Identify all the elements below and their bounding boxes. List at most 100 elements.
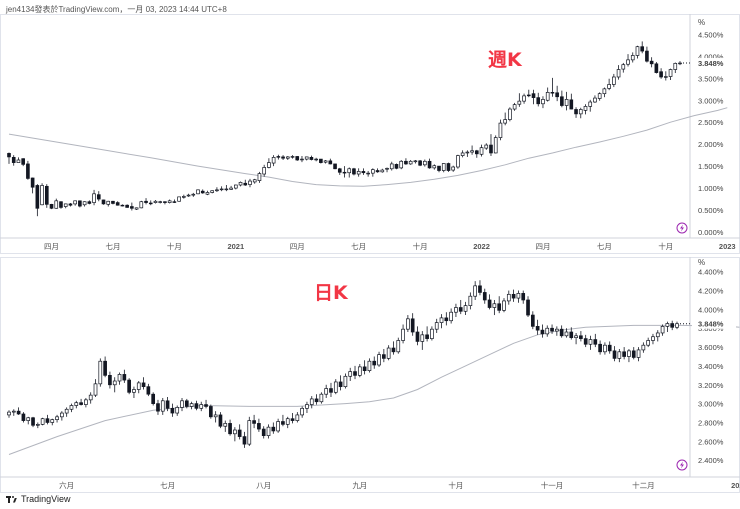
- weekly-lightning-glyph: [680, 224, 684, 232]
- weekly-candle-body: [35, 185, 40, 209]
- daily-candle-body: [165, 400, 170, 409]
- daily-candle-body: [665, 323, 670, 327]
- weekly-x-tick: 十月: [658, 241, 673, 251]
- daily-candle: [353, 365, 357, 380]
- weekly-candle-body: [522, 95, 526, 102]
- tradingview-footer: TradingView: [6, 494, 71, 504]
- daily-candle: [362, 360, 367, 375]
- weekly-candle-body: [177, 196, 181, 202]
- daily-candle-body: [35, 424, 40, 426]
- daily-moving-average-line: [8, 324, 740, 455]
- weekly-candle-body: [21, 158, 25, 165]
- daily-candle-body: [612, 350, 617, 359]
- weekly-candle: [205, 190, 210, 196]
- daily-candle: [74, 400, 79, 409]
- daily-candle-body: [309, 398, 314, 405]
- daily-candle-body: [439, 317, 444, 323]
- daily-candle-body: [372, 360, 377, 366]
- daily-candle-body: [204, 404, 208, 407]
- daily-candle: [569, 327, 574, 340]
- weekly-candle: [427, 158, 432, 169]
- weekly-candle: [446, 162, 451, 172]
- daily-candle-body: [324, 388, 329, 395]
- weekly-candle-body: [106, 200, 111, 205]
- daily-candle-body: [295, 414, 300, 421]
- daily-candle-body: [16, 410, 21, 415]
- weekly-candle: [451, 165, 455, 172]
- weekly-candle-body: [290, 156, 295, 158]
- weekly-candle: [276, 154, 281, 160]
- daily-frame: [0, 257, 740, 493]
- daily-candle: [180, 397, 184, 412]
- daily-candle: [266, 424, 271, 439]
- weekly-candle: [489, 134, 493, 157]
- weekly-candle: [456, 154, 460, 169]
- daily-candle: [583, 334, 588, 348]
- weekly-candle: [479, 144, 484, 157]
- weekly-candle-body: [531, 93, 536, 98]
- weekly-candle: [607, 78, 611, 91]
- daily-candle-body: [213, 414, 218, 418]
- daily-candle-body: [112, 380, 117, 386]
- daily-candle-body: [588, 339, 593, 345]
- weekly-candle-body: [191, 193, 196, 196]
- weekly-candle: [115, 201, 120, 206]
- daily-candle: [406, 315, 410, 333]
- daily-candle-body: [55, 416, 59, 420]
- daily-candle-body: [146, 386, 151, 395]
- daily-candle: [300, 406, 304, 418]
- daily-candle: [242, 431, 247, 448]
- daily-candle: [338, 375, 343, 391]
- daily-candle-body: [223, 423, 228, 427]
- daily-y-tick: 3.200%: [698, 381, 724, 390]
- weekly-x-tick: 2023: [719, 242, 736, 251]
- daily-candle-body: [353, 371, 357, 376]
- daily-candle: [550, 324, 554, 334]
- weekly-chart-panel[interactable]: 4.500% 4.000% 3.500% 3.000% 2.500% 2.000% 1.50…: [0, 14, 740, 254]
- daily-candle: [69, 403, 74, 413]
- weekly-candle: [574, 107, 578, 118]
- weekly-candle: [418, 159, 422, 167]
- weekly-candle: [635, 45, 640, 59]
- daily-candle: [175, 405, 180, 416]
- weekly-candle: [191, 192, 196, 197]
- weekly-candle: [35, 184, 40, 217]
- daily-candle-body: [228, 423, 232, 435]
- daily-candle: [64, 407, 69, 417]
- daily-candle: [530, 311, 535, 330]
- daily-candle-body: [329, 388, 333, 393]
- daily-candle-body: [646, 340, 651, 346]
- daily-candle: [84, 397, 88, 408]
- weekly-candle: [304, 156, 309, 161]
- daily-candle-body: [617, 351, 622, 359]
- weekly-candle: [59, 201, 63, 209]
- weekly-unit-label: %: [698, 18, 705, 27]
- weekly-candle-body: [640, 46, 645, 52]
- weekly-candle: [87, 200, 92, 205]
- weekly-candle: [21, 158, 25, 167]
- weekly-title: 週K: [488, 49, 523, 71]
- weekly-candle: [640, 41, 645, 54]
- daily-candle-body: [420, 334, 425, 342]
- weekly-candle-body: [205, 192, 210, 195]
- daily-candle-body: [281, 421, 285, 425]
- daily-candle: [598, 340, 602, 355]
- daily-candle-body: [319, 393, 324, 403]
- weekly-candle-body: [493, 137, 498, 154]
- daily-candle-body: [333, 381, 338, 393]
- daily-candle: [348, 367, 353, 382]
- daily-candle: [425, 326, 429, 342]
- weekly-candle-body: [512, 104, 517, 110]
- daily-candle-body: [285, 418, 290, 425]
- daily-chart-panel[interactable]: 4.400% 4.200% 4.000% 3.800% 3.600% 3.400% 3.20…: [0, 257, 740, 493]
- daily-candle: [444, 312, 449, 326]
- weekly-candle: [380, 168, 385, 173]
- weekly-candle: [234, 184, 238, 190]
- daily-candle-body: [598, 343, 602, 353]
- daily-candle: [281, 414, 285, 427]
- weekly-candle-body: [92, 193, 96, 203]
- daily-candle: [233, 427, 237, 442]
- weekly-candle: [437, 165, 441, 173]
- daily-candle-body: [257, 423, 261, 430]
- weekly-candle: [389, 161, 394, 171]
